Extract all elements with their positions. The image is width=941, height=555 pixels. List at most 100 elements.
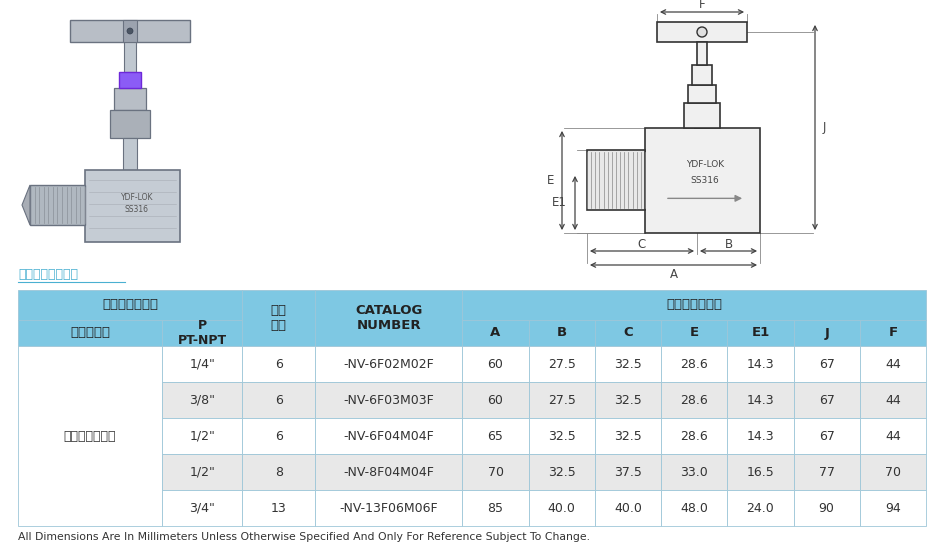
Bar xyxy=(645,128,760,233)
Text: 37.5: 37.5 xyxy=(614,466,642,478)
Text: J: J xyxy=(824,326,829,340)
Text: C: C xyxy=(623,326,632,340)
Text: 流量
通徑: 流量 通徑 xyxy=(271,304,287,332)
Bar xyxy=(30,185,85,225)
Text: P
PT-NPT: P PT-NPT xyxy=(178,319,227,347)
Bar xyxy=(688,85,716,103)
Bar xyxy=(70,20,190,42)
Text: 16.5: 16.5 xyxy=(746,466,774,478)
Bar xyxy=(123,20,137,42)
Text: 70: 70 xyxy=(487,466,503,478)
Text: 67: 67 xyxy=(819,357,835,371)
Bar xyxy=(315,290,462,346)
Bar xyxy=(315,382,462,418)
Bar xyxy=(529,320,595,346)
Text: -NV-8F04M04F: -NV-8F04M04F xyxy=(343,466,434,478)
Bar xyxy=(860,382,926,418)
Bar xyxy=(315,346,462,382)
Polygon shape xyxy=(22,185,30,225)
Text: -NV-6F04M04F: -NV-6F04M04F xyxy=(343,430,434,442)
Bar xyxy=(119,72,141,88)
Bar xyxy=(727,320,793,346)
Text: 27.5: 27.5 xyxy=(548,357,576,371)
Bar xyxy=(124,42,136,72)
Bar xyxy=(860,320,926,346)
Bar xyxy=(860,418,926,454)
Text: 14.3: 14.3 xyxy=(746,357,774,371)
Text: 77: 77 xyxy=(819,466,835,478)
Text: E: E xyxy=(547,174,554,187)
Bar xyxy=(529,382,595,418)
Bar xyxy=(662,454,727,490)
Bar xyxy=(315,454,462,490)
Bar xyxy=(793,320,860,346)
Text: YDF-LOK: YDF-LOK xyxy=(120,194,153,203)
Bar xyxy=(860,490,926,526)
Bar xyxy=(114,88,146,110)
Bar xyxy=(697,42,707,65)
Bar xyxy=(793,454,860,490)
Text: 28.6: 28.6 xyxy=(680,430,708,442)
Bar xyxy=(85,170,180,242)
Text: A: A xyxy=(490,326,501,340)
Bar xyxy=(662,346,727,382)
Text: 其它各部分尺寸: 其它各部分尺寸 xyxy=(666,299,722,311)
Bar xyxy=(162,346,243,382)
Text: J: J xyxy=(823,121,826,134)
Bar xyxy=(860,454,926,490)
Bar xyxy=(595,320,662,346)
Bar xyxy=(315,418,462,454)
Bar xyxy=(529,454,595,490)
Text: F: F xyxy=(698,0,706,12)
Text: 67: 67 xyxy=(819,430,835,442)
Bar xyxy=(595,346,662,382)
Bar xyxy=(662,320,727,346)
Bar xyxy=(462,382,529,418)
Text: 32.5: 32.5 xyxy=(548,466,576,478)
Text: 85: 85 xyxy=(487,502,503,514)
Bar xyxy=(243,418,315,454)
Text: 3/4": 3/4" xyxy=(189,502,215,514)
Bar xyxy=(595,418,662,454)
Bar xyxy=(587,150,645,210)
Bar xyxy=(595,382,662,418)
Text: 3/8": 3/8" xyxy=(189,393,215,406)
Bar xyxy=(860,346,926,382)
Text: 外螺紋轉外螺紋: 外螺紋轉外螺紋 xyxy=(64,430,117,442)
Text: -NV-13F06M06F: -NV-13F06M06F xyxy=(340,502,438,514)
Circle shape xyxy=(127,28,133,34)
Text: 40.0: 40.0 xyxy=(548,502,576,514)
Bar xyxy=(315,490,462,526)
Bar xyxy=(595,490,662,526)
Text: F: F xyxy=(888,326,898,340)
Text: 44: 44 xyxy=(885,357,901,371)
Bar xyxy=(462,290,926,320)
Text: 44: 44 xyxy=(885,393,901,406)
Bar xyxy=(692,65,712,85)
Circle shape xyxy=(697,27,707,37)
Text: B: B xyxy=(557,326,566,340)
Bar xyxy=(793,418,860,454)
Bar xyxy=(162,454,243,490)
Text: -NV-6F02M02F: -NV-6F02M02F xyxy=(343,357,434,371)
Text: SS316: SS316 xyxy=(125,205,149,214)
Text: 70: 70 xyxy=(885,466,901,478)
Bar xyxy=(727,346,793,382)
Text: 14.3: 14.3 xyxy=(746,393,774,406)
Text: 67: 67 xyxy=(819,393,835,406)
Bar xyxy=(18,346,162,526)
Bar xyxy=(662,382,727,418)
Text: 32.5: 32.5 xyxy=(614,393,642,406)
Text: 48.0: 48.0 xyxy=(680,502,709,514)
Bar xyxy=(462,346,529,382)
Text: 60: 60 xyxy=(487,393,503,406)
Text: 1/2": 1/2" xyxy=(189,430,215,442)
Bar xyxy=(684,103,720,128)
Text: 進口和入口: 進口和入口 xyxy=(71,326,110,340)
Text: 內螺紋連接截止閥: 內螺紋連接截止閥 xyxy=(18,268,78,281)
Bar xyxy=(727,382,793,418)
Bar xyxy=(793,490,860,526)
Bar xyxy=(243,346,315,382)
Bar xyxy=(462,490,529,526)
Text: 40.0: 40.0 xyxy=(614,502,642,514)
